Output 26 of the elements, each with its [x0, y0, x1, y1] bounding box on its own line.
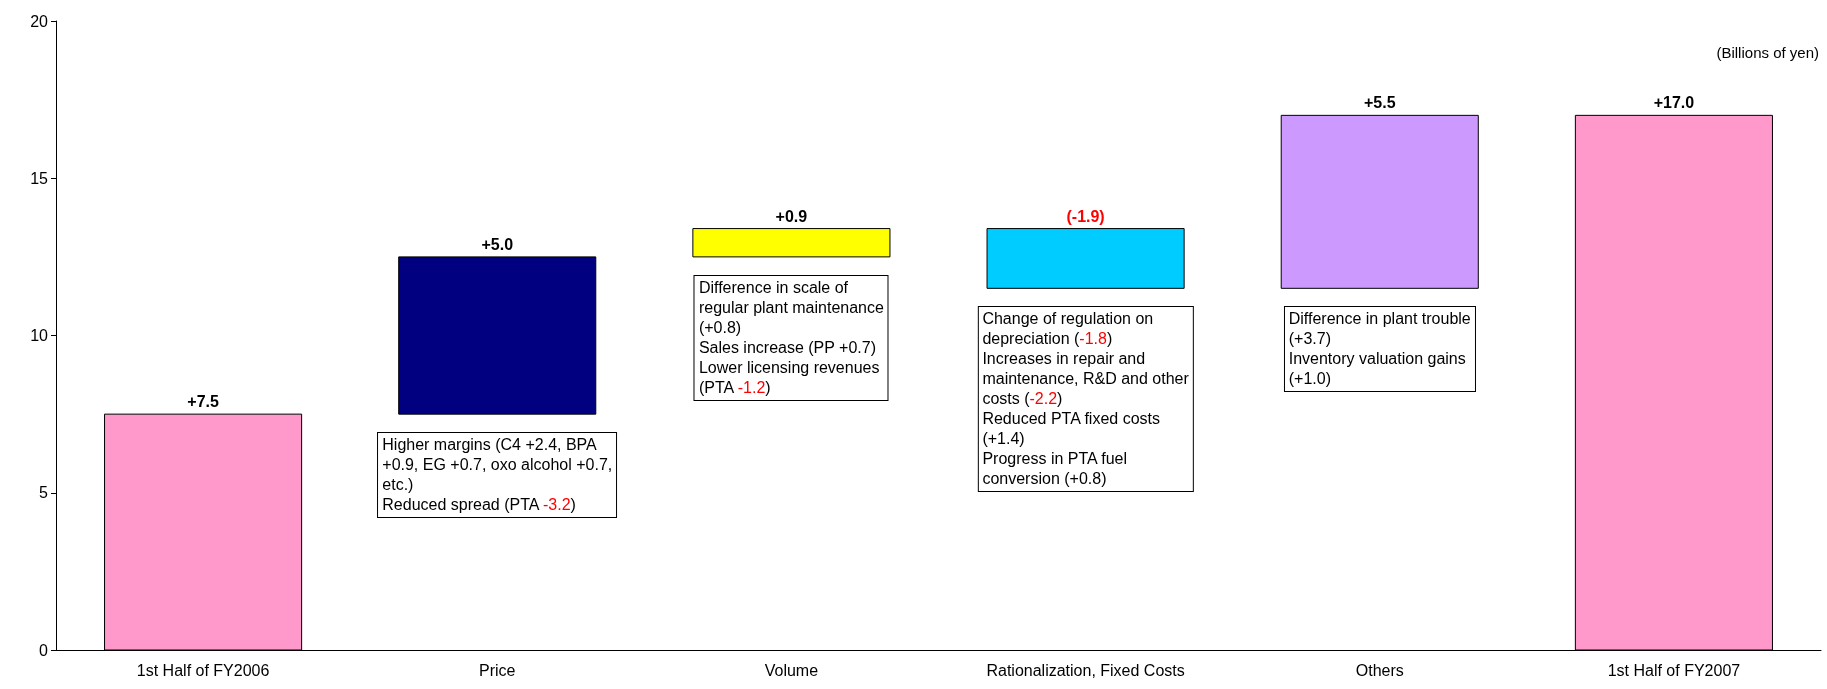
- annotation: Higher margins (C4 +2.4, BPA +0.9, EG +0.7, oxo alcohol +0.7, etc.) Reduced spread (PTA -3.2): [377, 432, 618, 519]
- data-label: +5.5: [1363, 94, 1396, 112]
- x-tick-label: Rationalization, Fixed Costs: [986, 661, 1185, 679]
- bar: [398, 256, 597, 415]
- annotation: (Billions of yen): [1716, 44, 1819, 61]
- data-label: +5.0: [481, 235, 514, 253]
- y-tick-label: 10: [30, 327, 49, 344]
- y-tick-label: 5: [39, 484, 49, 502]
- data-label: (-1.9): [1066, 207, 1105, 225]
- y-tick-label: 0: [39, 641, 49, 659]
- bar: [692, 228, 891, 258]
- x-tick-label: Others: [1355, 661, 1404, 679]
- annotation: Difference in scale of regular plant maintenance (+0.8) Sales increase (PP +0.7) Lower licensing revenues (PTA -1.2): [693, 274, 889, 401]
- x-tick-label: 1st Half of FY2007: [1607, 661, 1741, 679]
- annotation: Difference in plant trouble (+3.7) Inventory valuation gains (+1.0): [1283, 306, 1476, 393]
- bar: [1280, 114, 1479, 289]
- data-label: +7.5: [187, 393, 219, 411]
- data-label: +0.9: [775, 207, 808, 225]
- y-tick-label: 15: [30, 169, 49, 187]
- bar: [986, 228, 1185, 289]
- data-label: +17.0: [1653, 94, 1695, 112]
- x-tick-label: Volume: [764, 661, 819, 679]
- x-tick-label: Price: [479, 661, 516, 679]
- text: Change of regulation on depreciation (-1.8) Increases in repair and maintenance, R&D and other costs (-2.2) Reduced PTA fixed costs (+1.4) Progress in PTA fuel conversion (+0.8): [982, 310, 1189, 488]
- x-tick-label: 1st Half of FY2006: [136, 661, 270, 679]
- y-tick-label: 20: [30, 12, 49, 30]
